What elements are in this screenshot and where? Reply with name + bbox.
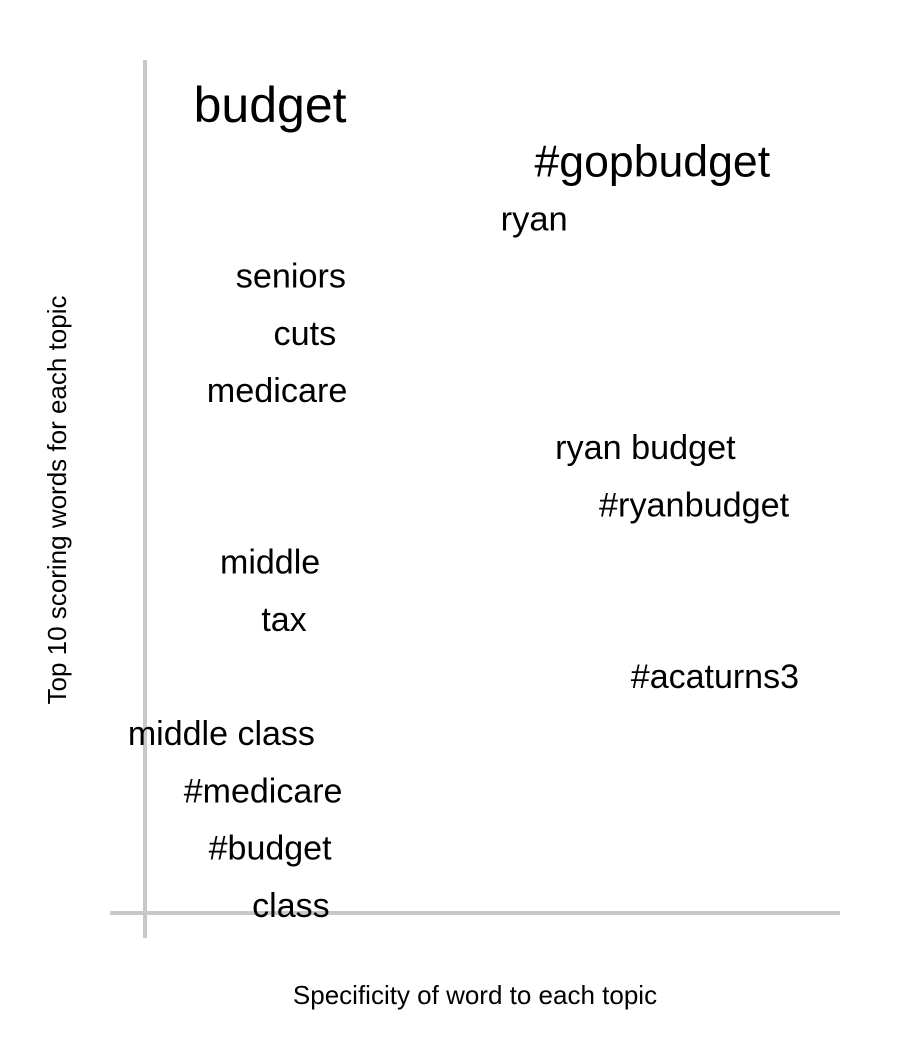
word-label: tax [261, 601, 306, 639]
y-axis-title: Top 10 scoring words for each topic [42, 296, 72, 705]
word-label: middle class [128, 715, 315, 753]
word-label: budget [194, 77, 347, 133]
word-label: ryan budget [555, 429, 736, 467]
x-axis-title: Specificity of word to each topic [293, 980, 657, 1010]
word-label: ryan [501, 200, 568, 238]
word-label: #medicare [184, 772, 343, 810]
word-label: medicare [207, 372, 348, 410]
word-label: seniors [236, 258, 346, 296]
word-label: middle [220, 544, 320, 582]
word-label: #budget [209, 830, 332, 868]
word-layer: budget #gopbudget ryan seniors cuts medicare r… [128, 77, 799, 925]
word-label: #acaturns3 [631, 658, 799, 696]
word-label: cuts [274, 315, 337, 353]
word-label: #gopbudget [534, 138, 770, 187]
word-label: #ryanbudget [599, 486, 790, 524]
word-label: class [252, 887, 329, 925]
